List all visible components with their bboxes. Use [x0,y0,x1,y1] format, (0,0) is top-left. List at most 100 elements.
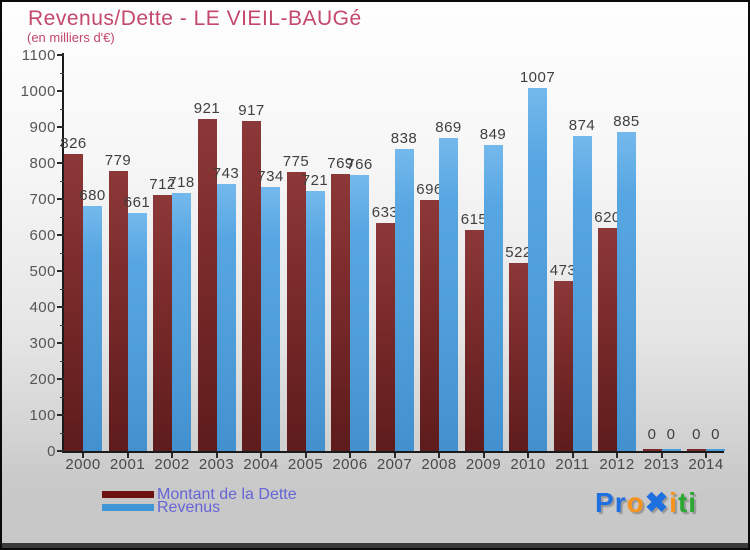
chart-subtitle: (en milliers d'€) [27,30,115,45]
chart-legend: Montant de la Dette Revenus [102,486,297,516]
revenue-bar [261,187,280,451]
revenue-bar [127,213,147,451]
x-axis-year-label: 2007 [376,456,413,473]
revenue-bar [305,191,325,451]
logo-letter: ✖ [644,487,670,518]
bar-value-label: 633 [371,204,399,221]
bar-value-label: 473 [549,262,577,279]
bar-value-label: 779 [104,152,132,169]
x-axis-tick [616,453,618,458]
y-major-tick [57,54,64,56]
x-axis-year-label: 2008 [421,456,457,473]
logo-letter: P [595,487,615,518]
debt-bar [464,230,484,451]
bar-value-label: 869 [435,119,462,136]
y-major-tick [57,450,64,452]
bar-value-label: 718 [168,174,195,191]
debt-bar [598,228,617,451]
y-axis-label: 100 [29,407,56,424]
y-minor-tick [60,145,64,146]
revenue-zero-stub [661,449,681,451]
y-minor-tick [60,289,64,290]
y-axis-label: 500 [29,263,56,280]
x-axis-year-label: 2009 [465,456,502,473]
y-major-tick [57,342,64,344]
bar-value-label: 885 [613,113,640,130]
proxiti-logo: Pro✖iti [595,486,697,519]
x-axis-tick [215,453,218,458]
bar-value-label: 775 [282,153,310,170]
revenue-bar [617,132,636,451]
debt-bar [242,121,261,451]
bar-value-label: 1007 [519,69,556,86]
y-axis-label: 600 [29,227,56,244]
x-axis-year-label: 2014 [688,456,724,473]
x-axis-year-label: 2006 [332,456,368,473]
bar-value-label: 766 [346,156,373,173]
bar-value-label: 769 [327,155,354,172]
x-axis-year-label: 2001 [109,456,146,473]
revenue-bar [172,193,191,451]
revenue-bar [572,136,592,451]
x-axis-year-label: 2000 [65,456,101,473]
y-axis-label: 900 [29,119,56,136]
x-axis-tick [304,453,307,458]
debt-legend-swatch [102,491,154,498]
bar-value-label: 849 [479,126,507,143]
y-major-tick [57,306,64,308]
x-axis-year-label: 2011 [555,456,590,473]
bar-value-label: 734 [257,168,284,185]
y-minor-tick [60,325,64,326]
bar-value-label: 838 [390,130,418,147]
debt-bar [108,171,128,451]
y-axis-label: 1000 [20,83,56,100]
x-axis-tick [482,453,485,458]
revenue-zero-stub [706,449,725,451]
bar-value-label: 696 [416,181,443,198]
x-axis-year-label: 2013 [643,456,680,473]
x-axis-tick [660,453,663,458]
y-major-tick [57,90,64,92]
y-minor-tick [60,109,64,110]
revenue-bar [216,184,236,451]
legend-row-debt: Montant de la Dette [102,486,297,503]
debt-bar [286,172,306,451]
y-axis-label: 300 [29,335,56,352]
x-axis-line [62,451,724,453]
debt-bar [509,263,528,451]
y-minor-tick [60,73,64,74]
debt-legend-label: Montant de la Dette [157,486,297,503]
logo-letter: r [614,487,627,518]
y-axis-label: 1100 [21,47,56,64]
bar-value-label: 522 [505,244,532,261]
bar-zero-label: 0 [692,426,701,443]
revenue-bar [83,206,102,451]
x-axis-year-label: 2004 [243,456,279,473]
y-major-tick [57,162,64,164]
bar-value-label: 620 [594,209,621,226]
logo-letter: t [677,487,689,518]
x-axis-year-label: 2003 [198,456,235,473]
debt-bar [197,119,217,451]
revenue-legend-swatch [102,504,154,511]
revenue-legend-label: Revenus [157,499,221,516]
revenue-bar [394,149,414,451]
x-axis-year-label: 2012 [599,456,635,473]
y-major-tick [57,234,64,236]
bar-value-label: 921 [193,100,221,117]
debt-bar [553,281,573,451]
debt-zero-stub [687,449,706,451]
bar-value-label: 615 [460,211,488,228]
revenue-bar [439,138,458,451]
debt-bar [153,195,172,451]
y-axis-label: 700 [29,191,56,208]
bar-value-label: 826 [60,135,87,152]
x-axis-year-label: 2002 [154,456,190,473]
bar-zero-label: 0 [647,426,657,443]
bar-value-label: 721 [301,172,329,189]
y-major-tick [57,414,64,416]
y-axis-label: 800 [29,155,56,172]
x-axis-tick [260,453,262,458]
logo-letter: i [669,487,678,518]
